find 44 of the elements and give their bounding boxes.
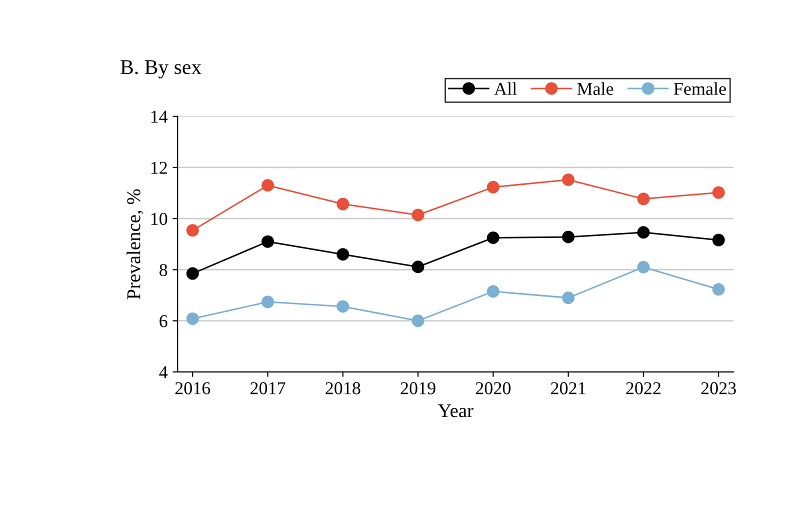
point [412, 314, 424, 328]
x-tick-label: 2016 [175, 382, 210, 394]
point [186, 224, 199, 237]
point [186, 312, 199, 326]
x-tick-label: 2021 [551, 382, 586, 394]
legend-label: Male [577, 82, 614, 95]
x-tick-label: 2017 [250, 382, 286, 394]
x-tick-label: 2018 [326, 382, 360, 394]
point [637, 226, 650, 239]
point [712, 283, 725, 296]
point [712, 186, 725, 199]
point [562, 292, 575, 304]
point [336, 300, 350, 313]
y-tick-label: 14 [151, 110, 168, 123]
y-tick-label: 6 [160, 315, 168, 328]
x-tick-label: 2022 [626, 382, 660, 394]
y-tick-label: 12 [151, 162, 167, 174]
point [562, 230, 575, 244]
point [336, 198, 350, 210]
legend-label: Female [674, 82, 726, 95]
point [336, 248, 350, 261]
x-tick-label: 2020 [476, 382, 511, 394]
y-tick-label: 10 [151, 212, 168, 226]
point [262, 235, 274, 248]
point [486, 232, 500, 244]
point [186, 267, 199, 280]
x-tick-label: 2023 [701, 382, 736, 394]
y-axis-title: Prevalence, % [126, 189, 144, 300]
point [262, 296, 274, 308]
x-axis-title: Year [438, 404, 474, 418]
point [637, 260, 650, 274]
y-tick-label: 4 [159, 366, 168, 378]
point [712, 234, 725, 246]
point [412, 260, 424, 274]
point [562, 174, 575, 186]
point [486, 180, 500, 194]
x-tick-label: 2019 [400, 382, 436, 394]
point [637, 192, 650, 206]
point [262, 179, 274, 192]
chart-title: B. By sex [120, 60, 202, 78]
legend-label: All [494, 82, 517, 95]
y-tick-label: 8 [160, 264, 168, 276]
point [412, 208, 424, 222]
point [486, 285, 500, 298]
